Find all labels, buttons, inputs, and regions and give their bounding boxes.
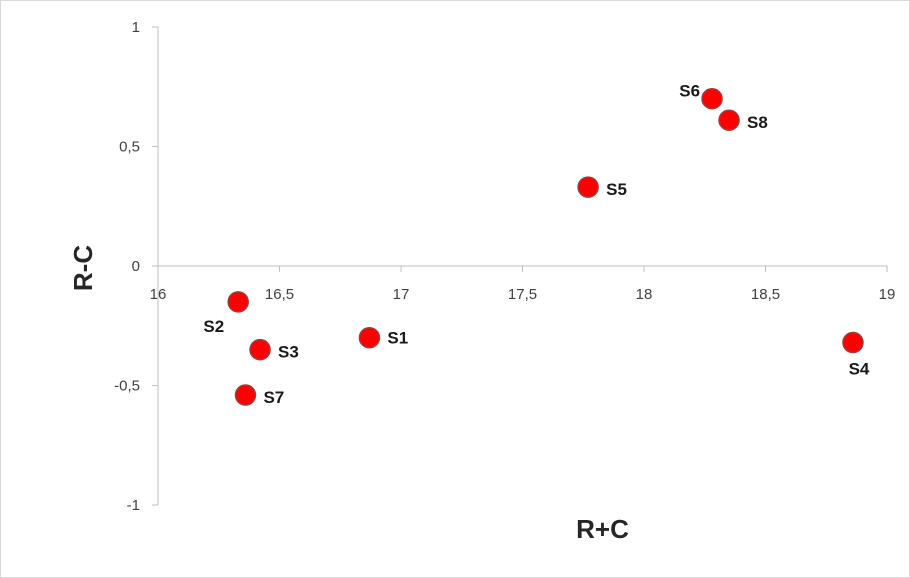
point-label-s8: S8 (747, 113, 768, 132)
x-tick-label: 16,5 (265, 286, 294, 303)
data-points (227, 87, 864, 406)
x-tick-label: 17,5 (508, 286, 537, 303)
data-point-s8 (718, 109, 740, 131)
y-tick-label: 0,5 (119, 139, 140, 156)
point-label-s1: S1 (387, 329, 408, 348)
data-point-s7 (234, 384, 257, 406)
point-label-s3: S3 (278, 343, 299, 362)
point-label-s2: S2 (203, 317, 224, 336)
data-point-s4 (842, 331, 864, 354)
x-tick-label: 16 (150, 286, 167, 303)
x-tick-label: 18 (636, 286, 653, 303)
point-label-s4: S4 (849, 359, 870, 378)
data-point-s2 (227, 291, 249, 313)
x-tick-label: 17 (393, 286, 410, 303)
y-tick-label: 0 (132, 258, 140, 275)
point-label-s5: S5 (606, 180, 627, 199)
data-point-s3 (249, 338, 271, 361)
point-label-s6: S6 (679, 82, 700, 101)
tick-labels: 1 0,5 0 -0,5 -1 16 16,5 17 17,5 18 18,5 19 (114, 19, 895, 514)
y-tick-label: -1 (127, 497, 140, 514)
x-tick-label: 18,5 (751, 286, 780, 303)
point-labels: S1 S2 S3 S4 S5 S6 S7 S8 (203, 82, 870, 407)
y-tick-label: -0,5 (114, 378, 140, 395)
y-axis-title: R-C (68, 245, 98, 291)
data-point-s1 (358, 326, 381, 349)
data-point-s5 (577, 176, 599, 198)
y-tick-label: 1 (132, 19, 140, 36)
x-tick-label: 19 (879, 286, 896, 303)
point-label-s7: S7 (263, 388, 284, 407)
data-point-s6 (701, 87, 723, 110)
x-axis-title: R+C (576, 514, 629, 544)
